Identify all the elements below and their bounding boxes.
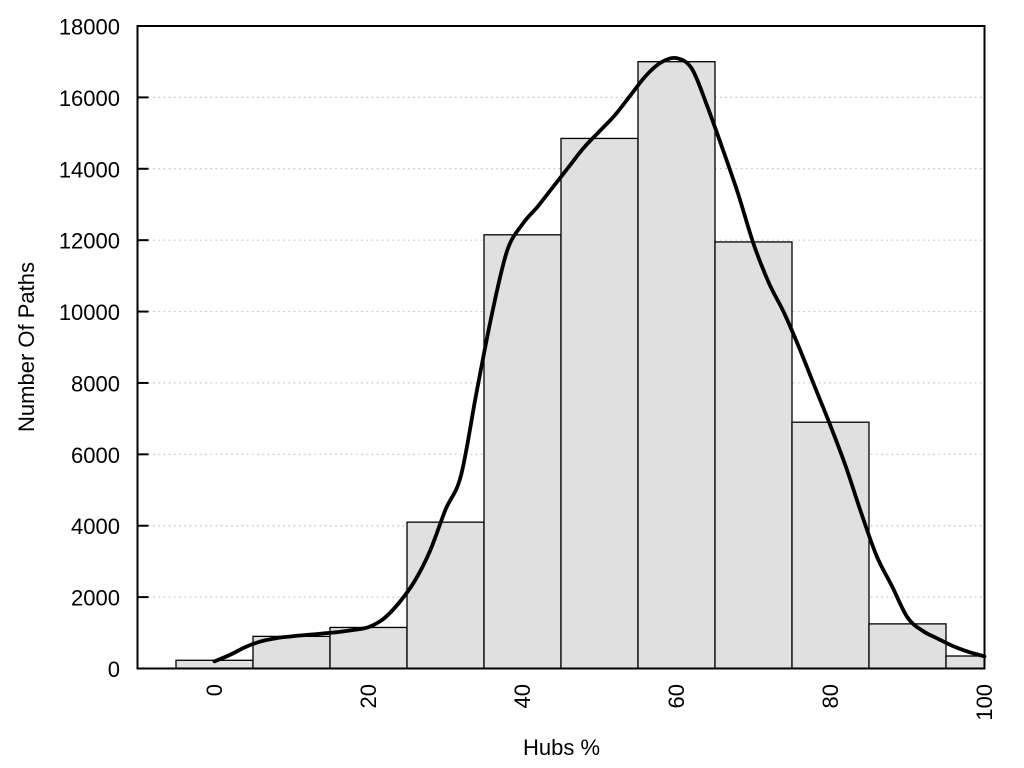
y-tick-label: 2000: [71, 586, 120, 611]
plot-border: [136, 25, 986, 670]
y-tick-label: 16000: [59, 86, 120, 111]
histogram-bar: [868, 623, 947, 670]
histogram-bar: [791, 421, 870, 670]
x-axis-title: Hubs %: [522, 735, 601, 760]
y-tick-label: 12000: [59, 229, 120, 254]
x-tick-label: 40: [510, 684, 535, 708]
histogram-bar: [945, 655, 986, 670]
histogram-bar: [483, 234, 562, 670]
x-tick-label: 20: [356, 684, 381, 708]
y-axis-title: Number Of Paths: [14, 262, 39, 432]
density-curve: [212, 55, 987, 664]
x-tick-label: 80: [818, 684, 843, 708]
x-tick-label: 100: [972, 684, 997, 721]
histogram-bar: [329, 626, 408, 670]
y-tick-label: 8000: [71, 371, 120, 396]
histogram-bar: [714, 241, 793, 670]
y-tick-label: 14000: [59, 157, 120, 182]
y-tick-label: 6000: [71, 443, 120, 468]
histogram-bar: [406, 521, 485, 670]
x-tick-label: 60: [664, 684, 689, 708]
histogram-bar: [560, 137, 639, 670]
histogram-bar: [637, 61, 716, 670]
y-tick-label: 18000: [59, 15, 120, 40]
y-tick-label: 4000: [71, 514, 120, 539]
x-tick-label: 0: [202, 684, 227, 696]
y-tick-label: 10000: [59, 300, 120, 325]
y-tick-label: 0: [108, 657, 120, 682]
